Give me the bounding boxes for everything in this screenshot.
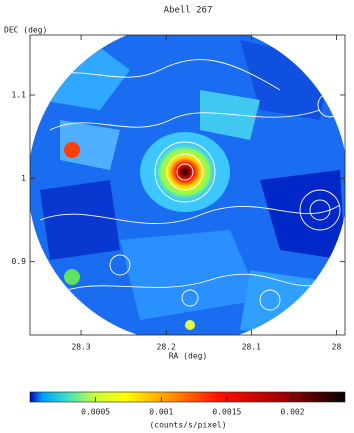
x-tick-label: 28.1 [242,343,261,352]
x-tick-label: 28 [332,343,342,352]
title: Abell 267 [164,6,213,16]
x-axis-label: RA (deg) [169,352,208,361]
y-tick-label: 1.1 [12,91,27,100]
colorbar-tick-label: 0.0005 [81,408,110,417]
colorbar-tick-label: 0.0015 [212,408,241,417]
colorbar-tick-label: 0.001 [149,408,173,417]
x-tick-label: 28.3 [71,343,90,352]
y-tick-label: 1 [21,174,26,183]
x-tick-label: 28.2 [157,343,176,352]
plot-frame [29,34,346,336]
colorbar-tick-label: 0.002 [280,408,304,417]
colorbar-label: (counts/s/pixel) [149,421,226,430]
colorbar [29,391,346,403]
y-axis-label: DEC (deg) [4,26,47,35]
y-tick-label: 0.9 [12,257,27,266]
map [30,35,345,335]
